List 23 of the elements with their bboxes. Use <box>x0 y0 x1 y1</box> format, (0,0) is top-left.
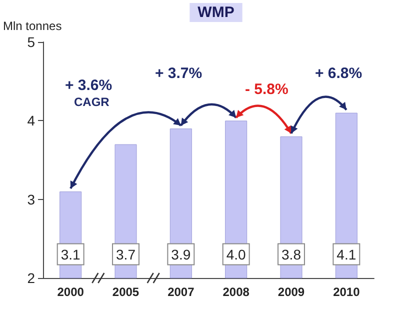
annotation: CAGR <box>74 95 110 109</box>
annotation: + 3.6% <box>65 77 112 94</box>
data-label: 4.1 <box>336 246 356 262</box>
data-label: 3.9 <box>171 246 191 262</box>
x-tick-label: 2008 <box>222 285 250 299</box>
x-tick-label: 2009 <box>278 285 305 299</box>
data-label: 3.8 <box>282 246 302 262</box>
y-tick-label: 4 <box>27 112 36 129</box>
x-tick-label: 2000 <box>57 285 84 299</box>
y-axis-title: Mln tonnes <box>3 19 62 33</box>
annotation: + 6.8% <box>315 65 362 82</box>
y-tick-label: 3 <box>27 191 36 208</box>
y-tick-label: 2 <box>27 270 36 286</box>
annotation: + 3.7% <box>155 65 202 82</box>
x-tick-label: 2007 <box>168 285 195 299</box>
y-tick-label: 5 <box>27 34 36 50</box>
chart-title: WMP <box>198 4 234 21</box>
data-label: 3.1 <box>60 246 81 262</box>
x-tick-label: 2005 <box>112 285 140 299</box>
data-label: 3.7 <box>116 246 136 262</box>
x-tick-label: 2010 <box>333 285 360 299</box>
data-label: 4.0 <box>226 246 246 262</box>
annotation: - 5.8% <box>245 81 288 98</box>
